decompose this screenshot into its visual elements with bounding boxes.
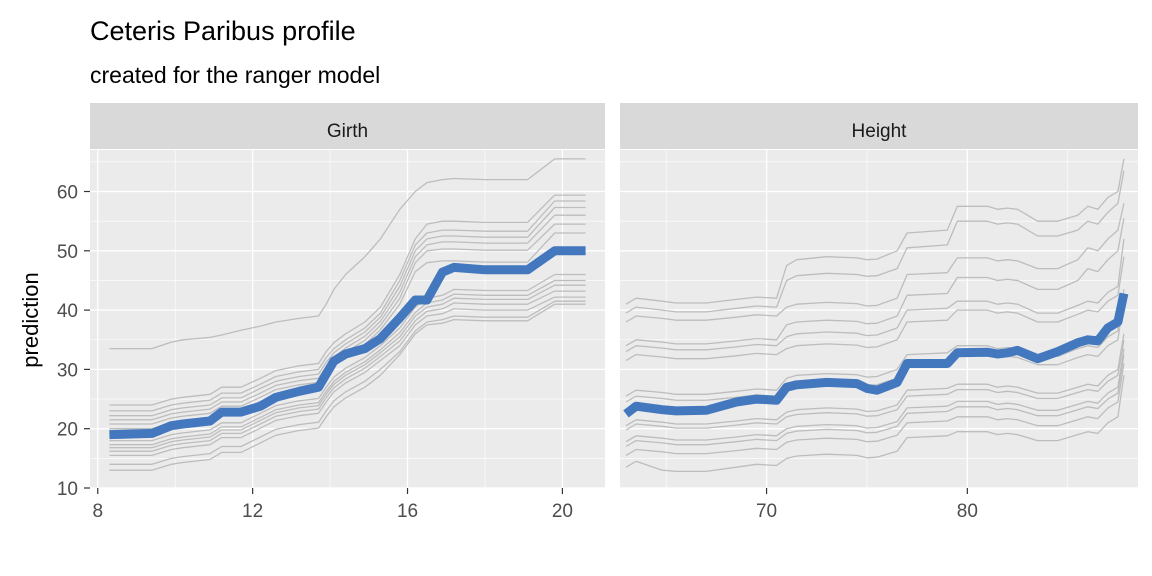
facet-panel-girth: Girth 8 12 16 20 xyxy=(90,103,605,522)
panel-background xyxy=(620,150,1138,488)
profile-line-11 xyxy=(625,354,1125,448)
facet-strip xyxy=(90,103,605,149)
profile-line-8 xyxy=(625,333,1125,427)
profile-line-3 xyxy=(109,206,586,417)
y-tick-label: 20 xyxy=(57,420,78,441)
profile-line-1 xyxy=(109,194,586,406)
profile-line-10 xyxy=(109,290,586,452)
profile-line-7 xyxy=(109,273,586,442)
observation-profile-line xyxy=(623,292,1129,418)
observation-profile-line xyxy=(109,246,586,440)
profile-line-5 xyxy=(625,256,1125,362)
profile-line-8 xyxy=(109,279,586,446)
x-tick-label: 12 xyxy=(242,501,263,522)
x-tick-label: 70 xyxy=(756,501,777,522)
profile-line-12 xyxy=(109,300,586,465)
x-tick-label: 16 xyxy=(397,501,418,522)
y-axis: 10 20 30 40 50 60 xyxy=(57,183,90,500)
profile-line-6 xyxy=(625,289,1125,397)
profile-line-2 xyxy=(109,200,586,412)
facet-strip-label: Height xyxy=(852,121,908,142)
facet-strip xyxy=(620,103,1138,149)
profile-line-13 xyxy=(109,303,586,471)
profile-line-3 xyxy=(625,218,1125,347)
y-tick-label: 60 xyxy=(57,183,78,204)
profile-line-9 xyxy=(625,339,1125,431)
y-tick-label: 40 xyxy=(57,301,78,322)
profile-line-12 xyxy=(625,363,1125,456)
facet-panel-height: Height 70 80 xyxy=(620,103,1138,522)
profile-line-1 xyxy=(625,170,1125,314)
profile-line-13 xyxy=(625,375,1125,473)
profile-line-9 xyxy=(109,284,586,449)
facet-strip-label: Girth xyxy=(327,121,368,142)
profile-line-2 xyxy=(625,203,1125,323)
chart-title: Ceteris Paribus profile xyxy=(90,16,356,46)
profile-line-10 xyxy=(625,348,1125,443)
y-tick-label: 10 xyxy=(57,479,78,500)
x-tick-label: 80 xyxy=(957,501,978,522)
y-tick-label: 50 xyxy=(57,242,78,263)
x-tick-label: 20 xyxy=(552,501,573,522)
profile-line-11 xyxy=(109,296,586,457)
y-axis-label: prediction xyxy=(18,272,43,367)
panel-background xyxy=(90,150,605,488)
chart-subtitle: created for the ranger model xyxy=(90,62,380,88)
y-tick-label: 30 xyxy=(57,360,78,381)
profile-line-4 xyxy=(625,238,1125,353)
profile-line-0 xyxy=(109,158,586,350)
profile-line-0 xyxy=(625,158,1125,305)
x-tick-label: 8 xyxy=(92,501,103,522)
